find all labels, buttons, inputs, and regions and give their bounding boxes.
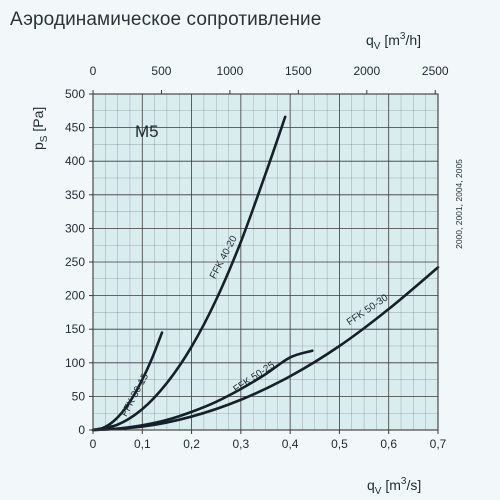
x-tick-label: 0	[90, 437, 97, 451]
y-tick-label: 450	[65, 121, 85, 135]
chart-title: Аэродинамическое сопротивление	[10, 9, 322, 30]
x2-tick-label: 0	[90, 64, 97, 78]
x-axis-label: qV [m3/s]	[367, 476, 421, 497]
axis-labels: M5 qV [m3/h] qV [m3/s] pS [Pa] 2000, 2001, 2…	[30, 31, 464, 497]
x-tick-label: 0,3	[233, 437, 250, 451]
panel-label: M5	[135, 122, 159, 141]
y-tick-label: 300	[65, 221, 85, 235]
x-tick-label: 0,4	[282, 437, 299, 451]
x-tick-label: 0,6	[380, 437, 397, 451]
y-tick-label: 500	[65, 87, 85, 101]
y-tick-label: 100	[65, 356, 85, 370]
x2-axis-label: qV [m3/h]	[366, 31, 421, 52]
side-note: 2000, 2001, 2004, 2005	[454, 159, 464, 249]
x-tick-label: 0,1	[134, 437, 151, 451]
y-tick-label: 200	[65, 289, 85, 303]
x2-tick-label: 2500	[422, 64, 449, 78]
x-tick-label: 0,5	[331, 437, 348, 451]
x-tick-label: 0,7	[430, 437, 447, 451]
y-tick-label: 50	[72, 389, 86, 403]
x2-tick-label: 500	[151, 64, 171, 78]
x-tick-label: 0,2	[183, 437, 200, 451]
series-line-ffk-50-30	[91, 266, 440, 432]
grid	[93, 94, 438, 430]
axes: 0 0,1 0,2 0,3 0,4 0,5 0,6 0,70 500 1000 1500 2000 25…	[65, 64, 449, 451]
x2-tick-label: 1000	[217, 64, 244, 78]
y-tick-label: 150	[65, 322, 85, 336]
y-tick-label: 250	[65, 255, 85, 269]
y-tick-label: 350	[65, 188, 85, 202]
x2-tick-label: 2000	[353, 64, 380, 78]
y-tick-label: 400	[65, 154, 85, 168]
series-line-ffk-40-20	[91, 115, 287, 432]
y-axis-label: pS [Pa]	[30, 107, 50, 150]
y-tick-label: 0	[78, 423, 85, 437]
x2-tick-label: 1500	[285, 64, 312, 78]
